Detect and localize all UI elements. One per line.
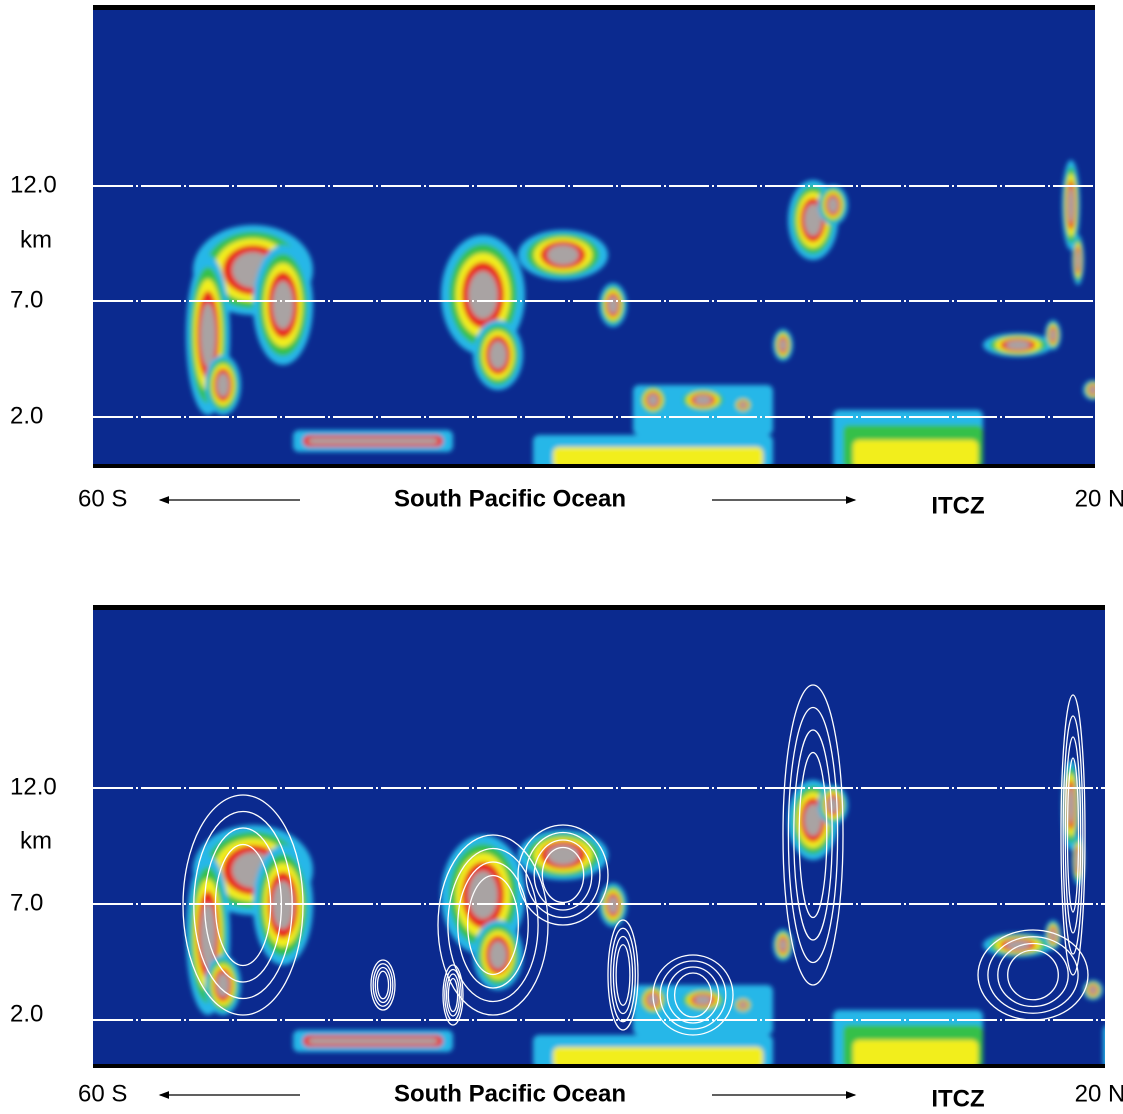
cloud	[739, 1001, 747, 1009]
cloud	[547, 245, 579, 265]
y-label: km	[20, 226, 52, 253]
contour	[374, 966, 392, 1004]
cloud	[272, 881, 294, 929]
x-label-itcz: ITCZ	[931, 492, 984, 519]
low-cloud	[308, 1038, 438, 1044]
contour	[372, 963, 394, 1007]
contour	[659, 960, 727, 1030]
low-cloud	[853, 440, 978, 468]
y-label: 7.0	[10, 889, 43, 916]
x-label-right: 20 N	[1075, 485, 1123, 512]
contour	[517, 824, 609, 926]
contour	[1060, 694, 1086, 976]
low-cloud	[853, 1040, 978, 1068]
y-label: 7.0	[10, 286, 43, 313]
y-label: 2.0	[10, 402, 43, 429]
contour	[376, 970, 390, 1000]
low-cloud	[1103, 1026, 1105, 1067]
cloud	[468, 271, 498, 319]
contour	[793, 729, 833, 941]
contour	[447, 847, 539, 1003]
contour	[1062, 715, 1084, 955]
low-cloud	[553, 447, 763, 468]
cloud	[1005, 340, 1031, 350]
panel-bottom-border	[93, 1064, 1105, 1068]
contour	[787, 706, 839, 964]
radar-panel	[93, 605, 1123, 1068]
cloud	[216, 373, 230, 397]
contour	[445, 973, 461, 1017]
contour	[442, 964, 464, 1026]
cloud	[827, 797, 839, 813]
cloud	[804, 204, 822, 236]
cloud	[216, 973, 230, 997]
cloud	[739, 401, 747, 409]
cloud	[1067, 787, 1075, 823]
panel-top-border	[93, 605, 1105, 610]
panel-top-border	[93, 5, 1095, 10]
low-cloud	[1113, 1040, 1123, 1068]
contour	[607, 919, 639, 1031]
low-cloud	[553, 1047, 763, 1068]
radar-panel	[93, 5, 1123, 468]
contour	[541, 846, 585, 904]
contour	[457, 861, 529, 989]
x-label-left: 60 S	[78, 485, 127, 512]
cloud	[489, 941, 507, 969]
cloud	[200, 303, 216, 367]
x-label-right: 20 N	[1075, 1080, 1123, 1107]
cloud	[468, 871, 498, 919]
y-label: 2.0	[10, 1000, 43, 1027]
cloud	[1050, 329, 1056, 341]
contour	[467, 874, 519, 976]
cloud	[608, 896, 618, 914]
x-label-center: South Pacific Ocean	[394, 1080, 626, 1107]
cloud	[804, 804, 822, 836]
low-cloud	[1103, 425, 1123, 468]
cloud	[608, 296, 618, 314]
contour	[997, 942, 1069, 1008]
cloud	[779, 338, 787, 352]
contour	[666, 966, 720, 1024]
contour	[612, 935, 634, 1015]
contour	[673, 972, 713, 1018]
cloud	[1005, 940, 1031, 950]
cloud	[489, 341, 507, 369]
low-cloud	[308, 438, 438, 444]
panel-bottom-border	[93, 464, 1095, 468]
cloud	[1067, 187, 1075, 223]
cloud	[1075, 250, 1081, 270]
y-label: 12.0	[10, 171, 57, 198]
contour	[370, 959, 396, 1011]
contour	[782, 684, 844, 986]
low-cloud	[1113, 440, 1123, 468]
contour	[1007, 949, 1059, 1001]
cloud	[1089, 386, 1095, 394]
contour	[1064, 736, 1082, 934]
x-label-center: South Pacific Ocean	[394, 485, 626, 512]
contour	[525, 831, 601, 919]
cloud	[779, 938, 787, 952]
cloud	[1089, 986, 1097, 994]
contour	[615, 944, 631, 1006]
cloud	[694, 395, 712, 405]
contour	[610, 927, 636, 1023]
cloud	[272, 281, 294, 329]
contour	[652, 954, 734, 1036]
contour	[798, 751, 828, 919]
cloud	[647, 394, 659, 406]
cloud-layer	[186, 160, 1123, 468]
x-label-itcz: ITCZ	[931, 1085, 984, 1112]
y-label: 12.0	[10, 773, 57, 800]
contour	[533, 839, 593, 911]
contour	[437, 834, 549, 1016]
contour	[1066, 757, 1080, 913]
x-label-left: 60 S	[78, 1080, 127, 1107]
cloud	[827, 197, 839, 213]
contour	[447, 977, 459, 1013]
cloud	[694, 995, 712, 1005]
contour	[987, 936, 1079, 1014]
y-label: km	[20, 827, 52, 854]
